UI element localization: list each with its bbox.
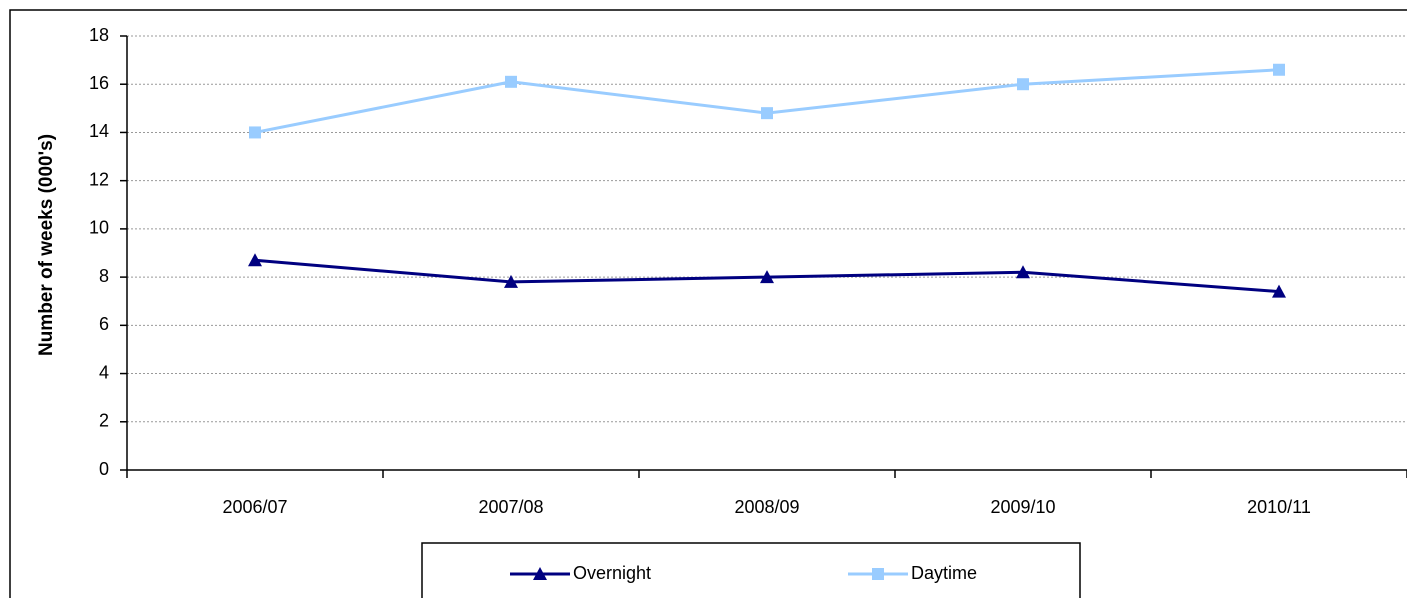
x-tick-label: 2007/08 [478,497,543,517]
chart-frame [9,9,1407,603]
y-tick-label: 14 [89,121,109,141]
y-tick-label: 2 [99,411,109,431]
point [248,253,262,267]
series-line [254,68,1280,134]
y-tick-label: 0 [99,459,109,479]
legend-marker [872,568,884,580]
point [1272,284,1286,298]
legend-box [421,542,1081,603]
y-tick-label: 12 [89,169,109,189]
y-axis-title: Number of weeks (000's) [36,134,57,356]
legend-marker [533,567,547,580]
y-tick-label: 18 [89,25,109,45]
point [1017,78,1029,91]
y-tick-label: 4 [99,362,109,382]
point [760,270,774,284]
x-tick-label: 2006/07 [222,497,287,517]
x-tick-label: 2009/10 [990,497,1055,517]
point [504,274,518,288]
point [761,107,773,120]
legend-label: Overnight [573,563,651,583]
y-tick-label: 6 [99,314,109,334]
legend-label: Daytime [911,563,977,583]
x-tick-label: 2008/09 [734,497,799,517]
point [505,75,517,88]
y-tick-label: 8 [99,266,109,286]
y-tick-label: 16 [89,73,109,93]
x-tick-label: 2010/11 [1247,497,1311,517]
point [249,126,261,139]
y-tick-label: 10 [89,218,109,238]
point [1273,63,1285,76]
point [1016,265,1030,279]
